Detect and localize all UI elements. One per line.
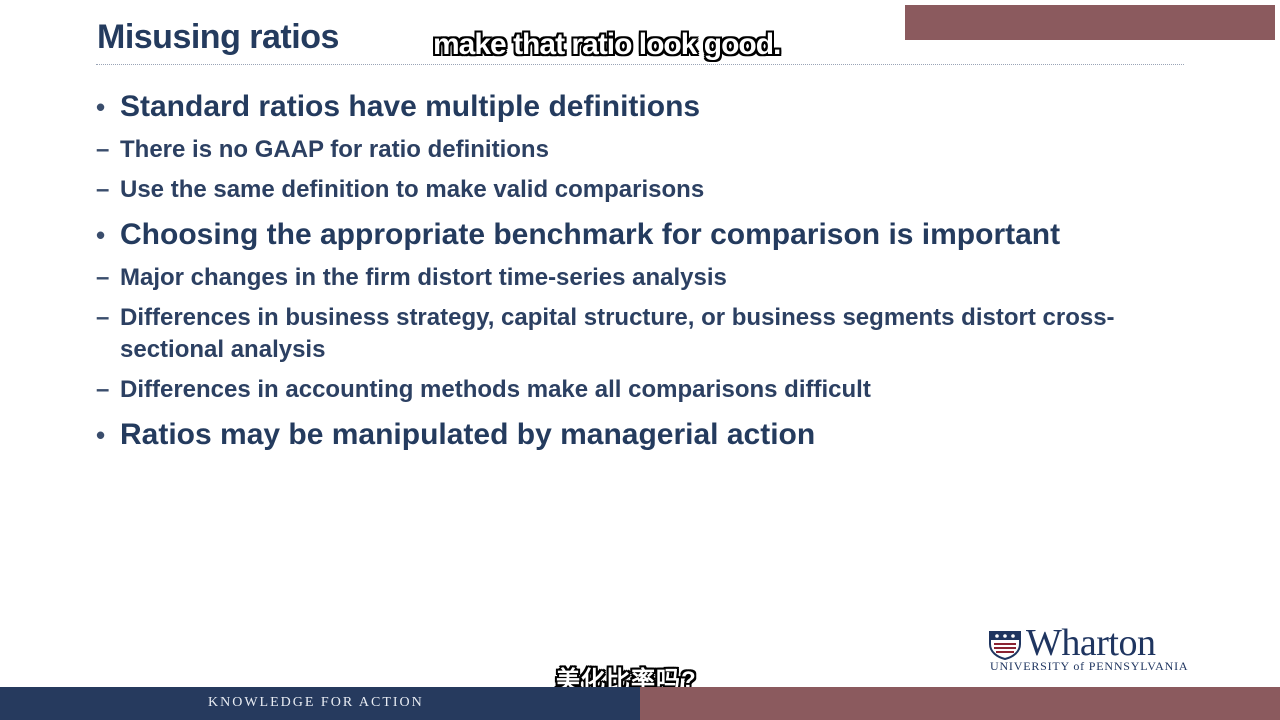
bullet-item: • Ratios may be manipulated by manageria…: [96, 416, 1186, 454]
title-divider: [96, 64, 1184, 65]
bullet-dot-icon: •: [96, 220, 106, 250]
penn-shield-icon: [989, 631, 1021, 660]
logo-subline: UNIVERSITY of PENNSYLVANIA: [990, 659, 1189, 673]
dash-icon: –: [96, 176, 110, 203]
sub-bullet-item: – There is no GAAP for ratio definitions: [96, 134, 1186, 166]
footer-tagline: KNOWLEDGE FOR ACTION: [208, 695, 424, 710]
bullet-item: • Standard ratios have multiple definiti…: [96, 88, 1186, 126]
dash-icon: –: [96, 264, 110, 291]
bullet-text: Choosing the appropriate benchmark for c…: [120, 218, 1061, 251]
sub-bullet-text: There is no GAAP for ratio definitions: [120, 136, 549, 163]
sub-bullet-text: Differences in accounting methods make a…: [120, 376, 871, 403]
bullet-item: • Choosing the appropriate benchmark for…: [96, 216, 1186, 254]
wharton-logo: Wharton UNIVERSITY of PENNSYLVANIA: [988, 622, 1192, 673]
dash-icon: –: [96, 136, 110, 163]
sub-bullet-text: Major changes in the firm distort time-s…: [120, 264, 727, 291]
footer-bar-navy: KNOWLEDGE FOR ACTION: [0, 687, 640, 720]
footer-bar-maroon: [640, 687, 1280, 720]
sub-bullet-item: – Differences in business strategy, capi…: [96, 302, 1186, 366]
bullet-text: Standard ratios have multiple definition…: [120, 90, 701, 123]
sub-bullet-list: – Major changes in the firm distort time…: [96, 262, 1186, 406]
bullet-dot-icon: •: [96, 420, 106, 450]
sub-bullet-item: – Differences in accounting methods make…: [96, 374, 1186, 406]
sub-bullet-item: – Major changes in the firm distort time…: [96, 262, 1186, 294]
subtitle-caption-english: make that ratio look good.: [433, 28, 781, 61]
sub-bullet-text: Differences in business strategy, capita…: [120, 304, 1115, 363]
corner-accent-block: [905, 5, 1275, 40]
bullet-text: Ratios may be manipulated by managerial …: [120, 418, 816, 451]
sub-bullet-list: – There is no GAAP for ratio definitions…: [96, 134, 1186, 206]
slide-title: Misusing ratios: [97, 18, 339, 56]
logo-wordmark: Wharton: [1026, 622, 1156, 664]
dash-icon: –: [96, 304, 110, 331]
sub-bullet-item: – Use the same definition to make valid …: [96, 174, 1186, 206]
sub-bullet-text: Use the same definition to make valid co…: [120, 176, 705, 203]
dash-icon: –: [96, 376, 110, 403]
bullet-dot-icon: •: [96, 92, 106, 122]
bullet-list: • Standard ratios have multiple definiti…: [96, 88, 1186, 462]
